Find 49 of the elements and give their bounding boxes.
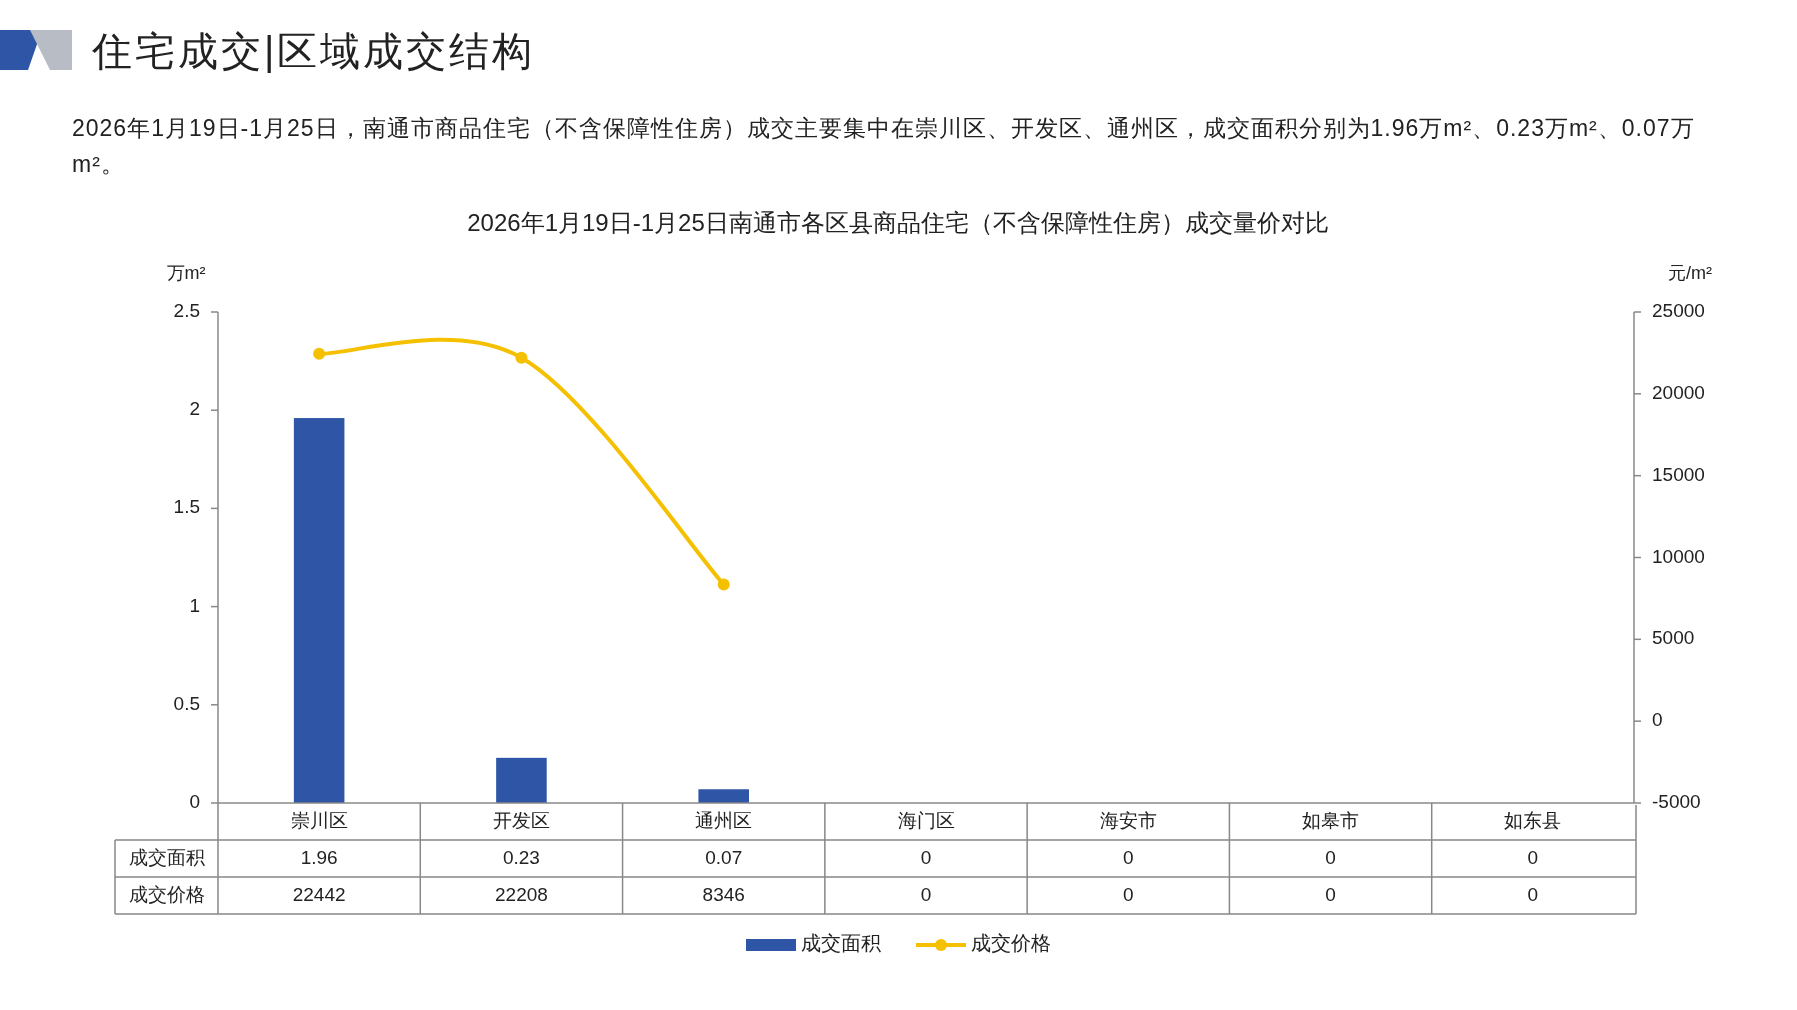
point — [717, 578, 730, 591]
data-label: 1.96 — [300, 846, 338, 868]
text: 0 — [1123, 883, 1134, 905]
text: 0 — [1527, 883, 1539, 905]
data-label: 0 — [1527, 846, 1539, 868]
y2-tick-label: 15000 — [1652, 463, 1705, 485]
point — [515, 351, 528, 364]
text: 0 — [920, 883, 932, 905]
y2-tick-label: 25000 — [1652, 300, 1705, 322]
y-tick-label: 0 — [189, 791, 200, 813]
bar — [496, 757, 547, 803]
chart-title: 2026年1月19日-1月25日南通市各区县商品住宅（不含保障性住房）成交量价对比 — [467, 209, 1329, 237]
legend-label: 成交价格 — [971, 932, 1051, 955]
bar — [698, 789, 749, 803]
text: 0 — [1325, 883, 1336, 905]
data-label: 22208 — [495, 883, 548, 905]
y-tick-label: 2.5 — [173, 300, 200, 322]
y-tick-label: 1.5 — [173, 496, 200, 518]
x-tick-label: 通州区 — [695, 809, 753, 831]
y2-tick-label: 20000 — [1652, 381, 1705, 403]
x-tick-label: 崇川区 — [290, 809, 348, 831]
y-tick-label: 2 — [189, 398, 200, 420]
data-label: 22442 — [292, 883, 346, 905]
text: 成交价格 — [128, 883, 205, 905]
y2-tick-label: -5000 — [1652, 791, 1701, 813]
text: 2026年1月19日-1月25日，南通市商品住宅（不含保障性住房）成交主要集中在崇川区、开发区、通州区，成交面积分别为1.96万m²、0.23万m²、0.07万m²。 — [72, 114, 1696, 179]
x-tick-label: 海门区 — [897, 809, 955, 831]
bar — [293, 418, 345, 803]
x-tick-label: 如东县 — [1504, 809, 1562, 831]
legend-label: 成交面积 — [801, 932, 881, 955]
data-label: 8346 — [702, 883, 745, 905]
data-label: 0 — [1123, 846, 1134, 868]
y2-tick-label: 5000 — [1652, 627, 1695, 649]
y2-tick-label: 0 — [1652, 709, 1663, 731]
y-tick-label: 1 — [189, 594, 200, 616]
y-axis-title: 万m² — [166, 262, 206, 283]
point — [313, 347, 326, 360]
x-tick-label: 开发区 — [492, 809, 550, 831]
data-label: 0.23 — [502, 846, 540, 868]
y2-tick-label: 10000 — [1652, 545, 1705, 567]
x-tick-label: 海安市 — [1099, 809, 1157, 831]
text: 成交面积 — [128, 846, 205, 868]
data-label: 0 — [1325, 846, 1336, 868]
x-tick-label: 如皋市 — [1302, 809, 1360, 831]
text: 住宅成交|区域成交结构 — [92, 28, 536, 75]
data-label: 0 — [920, 846, 932, 868]
y2-axis-title: 元/m² — [1668, 262, 1712, 283]
y-tick-label: 0.5 — [173, 692, 200, 714]
data-label: 0.07 — [705, 846, 743, 868]
